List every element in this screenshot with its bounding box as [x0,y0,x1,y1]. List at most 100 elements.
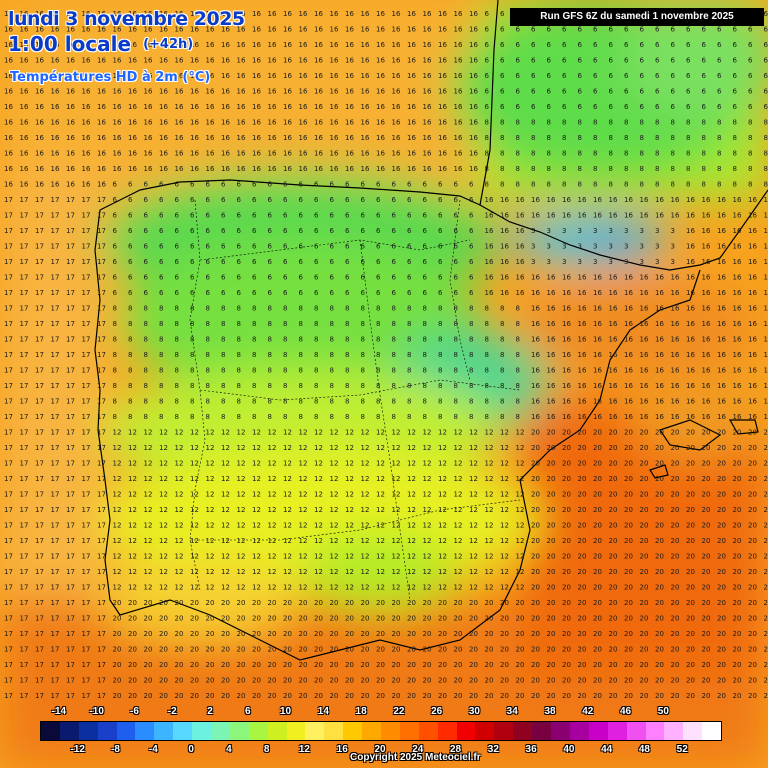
svg-text:20: 20 [717,599,726,607]
svg-text:16: 16 [206,165,215,173]
svg-text:20: 20 [702,553,711,561]
svg-text:12: 12 [485,584,494,592]
svg-text:17: 17 [20,460,29,468]
svg-text:20: 20 [128,615,137,623]
svg-text:16: 16 [531,336,540,344]
svg-text:6: 6 [624,88,629,96]
svg-text:8: 8 [268,382,272,390]
svg-text:20: 20 [655,553,664,561]
svg-text:8: 8 [500,181,504,189]
svg-text:20: 20 [717,491,726,499]
svg-text:8: 8 [299,382,303,390]
svg-text:20: 20 [655,537,664,545]
svg-text:16: 16 [314,134,323,142]
svg-text:6: 6 [221,196,226,204]
svg-text:20: 20 [655,522,664,530]
svg-text:6: 6 [159,227,164,235]
svg-text:17: 17 [82,568,91,576]
svg-text:16: 16 [175,57,184,65]
svg-text:20: 20 [531,568,540,576]
svg-text:12: 12 [376,537,385,545]
svg-text:6: 6 [268,243,273,251]
svg-text:8: 8 [547,181,551,189]
svg-text:16: 16 [438,103,447,111]
svg-text:8: 8 [144,398,148,406]
svg-text:20: 20 [593,630,602,638]
svg-text:12: 12 [144,553,153,561]
svg-text:16: 16 [97,41,106,49]
svg-text:16: 16 [4,72,13,80]
svg-text:17: 17 [82,692,91,700]
svg-text:6: 6 [206,212,211,220]
svg-text:17: 17 [97,196,106,204]
svg-text:16: 16 [485,289,494,297]
svg-text:6: 6 [686,72,691,80]
svg-text:12: 12 [113,444,122,452]
svg-text:16: 16 [221,150,230,158]
coastlines [94,0,768,661]
svg-text:12: 12 [485,506,494,514]
svg-text:8: 8 [392,382,396,390]
svg-text:20: 20 [764,460,768,468]
svg-text:20: 20 [144,692,153,700]
legend-label-bottom: 32 [487,744,499,755]
svg-text:8: 8 [516,134,520,142]
svg-text:16: 16 [423,165,432,173]
svg-text:16: 16 [35,57,44,65]
svg-text:17: 17 [20,243,29,251]
svg-text:6: 6 [144,196,149,204]
svg-text:16: 16 [671,320,680,328]
svg-text:16: 16 [733,336,742,344]
svg-text:8: 8 [314,320,318,328]
svg-text:6: 6 [764,10,768,18]
svg-text:16: 16 [562,212,571,220]
svg-text:12: 12 [299,475,308,483]
svg-text:16: 16 [702,305,711,313]
svg-text:6: 6 [206,181,211,189]
svg-text:20: 20 [190,630,199,638]
svg-text:12: 12 [237,584,246,592]
svg-text:16: 16 [51,134,60,142]
svg-text:20: 20 [485,615,494,623]
svg-text:8: 8 [407,382,411,390]
svg-text:20: 20 [686,677,695,685]
svg-text:17: 17 [82,522,91,530]
svg-text:16: 16 [252,41,261,49]
svg-text:12: 12 [268,429,277,437]
svg-text:12: 12 [500,444,509,452]
svg-text:17: 17 [35,475,44,483]
svg-text:6: 6 [485,57,490,65]
svg-text:16: 16 [299,72,308,80]
svg-text:20: 20 [764,429,768,437]
svg-text:8: 8 [392,351,396,359]
svg-text:8: 8 [144,336,148,344]
svg-text:17: 17 [97,615,106,623]
svg-text:20: 20 [237,630,246,638]
svg-text:16: 16 [531,320,540,328]
svg-text:6: 6 [128,243,133,251]
svg-text:16: 16 [206,72,215,80]
svg-text:16: 16 [593,398,602,406]
svg-text:20: 20 [764,630,768,638]
svg-text:20: 20 [578,506,587,514]
svg-text:6: 6 [733,103,738,111]
svg-text:3: 3 [562,243,566,251]
svg-text:17: 17 [20,398,29,406]
svg-text:17: 17 [4,196,13,204]
svg-text:20: 20 [578,444,587,452]
svg-text:12: 12 [314,429,323,437]
svg-text:16: 16 [469,41,478,49]
svg-text:8: 8 [376,367,380,375]
svg-text:6: 6 [345,181,350,189]
svg-text:20: 20 [655,677,664,685]
svg-text:20: 20 [283,630,292,638]
svg-text:8: 8 [376,320,380,328]
svg-text:8: 8 [128,367,132,375]
svg-text:20: 20 [345,677,354,685]
svg-text:17: 17 [20,289,29,297]
svg-text:12: 12 [516,429,525,437]
svg-text:16: 16 [547,212,556,220]
svg-text:6: 6 [190,196,195,204]
svg-text:17: 17 [82,212,91,220]
svg-text:17: 17 [35,677,44,685]
